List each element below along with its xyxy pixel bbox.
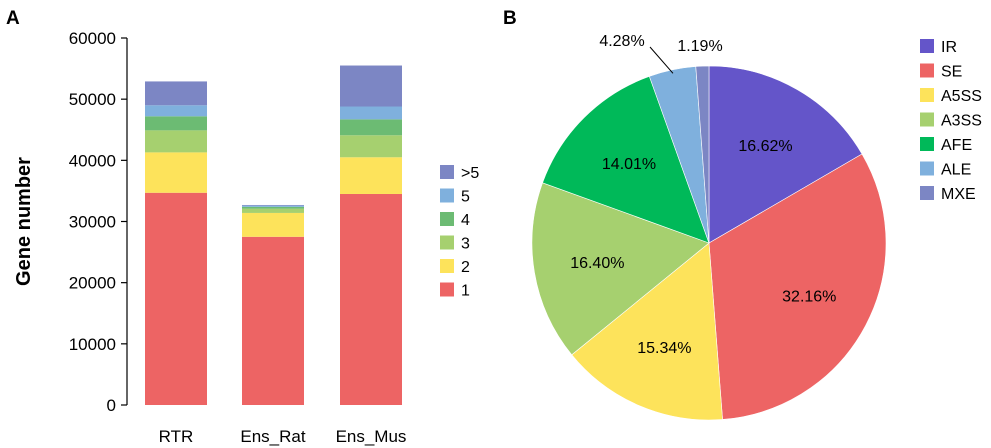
pie-slice-se bbox=[708, 153, 887, 420]
bar-segment-gt5 bbox=[145, 81, 207, 106]
pie-slices bbox=[531, 65, 887, 421]
y-axis-label: Gene number bbox=[13, 157, 35, 286]
bar-rtr bbox=[145, 81, 207, 405]
pie-slice-a5ss bbox=[571, 242, 723, 421]
y-tick-label: 0 bbox=[107, 396, 116, 415]
pie-legend: IR SE A5SS A3SS AFE ALE MXE bbox=[920, 39, 982, 203]
bar-segment-2 bbox=[145, 152, 207, 193]
legend-label: A5SS bbox=[941, 88, 982, 105]
panel-label-a: A bbox=[6, 8, 20, 29]
bar-segment-4 bbox=[145, 116, 207, 131]
y-tick-label: 30000 bbox=[69, 213, 116, 232]
legend-label: 5 bbox=[461, 189, 470, 206]
legend-swatch bbox=[920, 137, 934, 151]
pie-slice-afe bbox=[542, 75, 710, 244]
bar-segment-3 bbox=[145, 130, 207, 153]
y-tick-label: 60000 bbox=[69, 29, 116, 48]
slice-label: 16.62% bbox=[738, 138, 792, 155]
legend-swatch bbox=[920, 186, 934, 200]
bar-segment-5 bbox=[242, 205, 304, 207]
x-tick-label: Ens_Rat bbox=[240, 427, 305, 446]
slice-label: 16.40% bbox=[570, 255, 624, 272]
bar-segment-4 bbox=[242, 206, 304, 209]
legend-label: 3 bbox=[461, 236, 470, 253]
legend-label: 2 bbox=[461, 259, 470, 276]
legend-label: >5 bbox=[461, 165, 479, 182]
legend-swatch bbox=[920, 63, 934, 78]
panel-a-bar-chart: A 0 10000 20000 30000 40000 50000 60000 Gene num… bbox=[6, 8, 479, 446]
legend-label: AFE bbox=[941, 137, 972, 154]
bar-segment-3 bbox=[242, 208, 304, 213]
legend-swatch bbox=[920, 39, 934, 53]
bar-segment-4 bbox=[340, 119, 402, 136]
bar-legend: >5 5 4 3 2 1 bbox=[440, 165, 479, 300]
slice-label: 4.28% bbox=[599, 33, 644, 50]
bar-segment-gt5 bbox=[340, 65, 402, 107]
bar-segment-5 bbox=[340, 106, 402, 120]
pie-slice-ir bbox=[708, 65, 863, 244]
legend-label: 4 bbox=[461, 212, 470, 229]
panel-label-b: B bbox=[503, 8, 517, 29]
y-tick-label: 20000 bbox=[69, 274, 116, 293]
slice-label: 15.34% bbox=[637, 340, 691, 357]
y-tick-label: 50000 bbox=[69, 90, 116, 109]
legend-label: MXE bbox=[941, 186, 976, 203]
bar-ens-mus bbox=[340, 65, 402, 405]
legend-swatch bbox=[920, 161, 934, 176]
x-tick-label: RTR bbox=[159, 427, 194, 446]
pie-slice-mxe bbox=[695, 65, 710, 244]
bar-segment-gt5 bbox=[242, 204, 304, 206]
slice-label: 32.16% bbox=[782, 289, 836, 306]
pie-slice-a3ss bbox=[531, 182, 710, 356]
legend-label: ALE bbox=[941, 162, 971, 179]
leader-line bbox=[649, 46, 674, 74]
legend-swatch bbox=[920, 112, 934, 127]
legend-label: IR bbox=[941, 39, 957, 56]
legend-label: A3SS bbox=[941, 113, 982, 130]
pie-slice-labels: 16.62% 32.16% 15.34% 16.40% 14.01% 4.28% 1.19% bbox=[570, 33, 836, 357]
panel-b-pie-chart: B 16.62% 32.16% 15.34% 16.40% 14.01% 4.28% 1.19… bbox=[503, 8, 982, 421]
legend-label: SE bbox=[941, 64, 962, 81]
legend-swatch bbox=[440, 212, 454, 226]
bar-segment-2 bbox=[340, 157, 402, 194]
slice-label: 1.19% bbox=[677, 38, 722, 55]
y-tick-label: 10000 bbox=[69, 335, 116, 354]
slice-label: 14.01% bbox=[602, 156, 656, 173]
legend-swatch bbox=[440, 165, 454, 179]
legend-swatch bbox=[920, 88, 934, 102]
bar-segment-2 bbox=[242, 212, 304, 237]
x-tick-label: Ens_Mus bbox=[336, 427, 407, 446]
legend-swatch bbox=[440, 188, 454, 203]
bar-segment-1 bbox=[145, 192, 207, 405]
bar-segment-1 bbox=[242, 236, 304, 405]
bar-ens-rat bbox=[242, 204, 304, 405]
legend-label: 1 bbox=[461, 283, 470, 300]
bar-segment-1 bbox=[340, 193, 402, 405]
legend-swatch bbox=[440, 282, 454, 297]
bar-segment-5 bbox=[145, 105, 207, 117]
legend-swatch bbox=[440, 259, 454, 273]
y-tick-label: 40000 bbox=[69, 151, 116, 170]
bar-segment-3 bbox=[340, 135, 402, 158]
legend-swatch bbox=[440, 235, 454, 250]
